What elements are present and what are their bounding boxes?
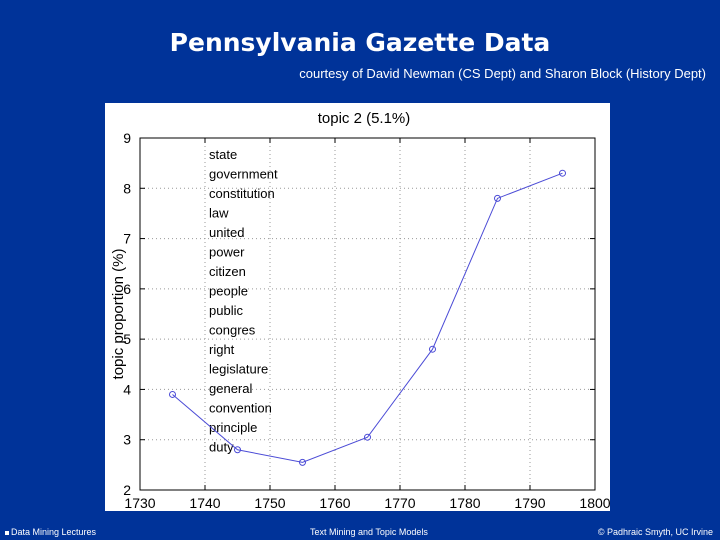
y-tick-label: 5 <box>123 331 131 347</box>
data-point <box>494 194 501 202</box>
chart-title: topic 2 (5.1%) <box>318 110 411 127</box>
topic-word: united <box>209 225 244 240</box>
x-tick-label: 1780 <box>449 495 480 511</box>
slide-subtitle: courtesy of David Newman (CS Dept) and S… <box>299 66 706 81</box>
x-tick-label: 1800 <box>579 495 610 511</box>
topic-word: constitution <box>209 186 275 201</box>
topic-word: congres <box>209 323 256 338</box>
topic-word: power <box>209 245 245 260</box>
topic-word: people <box>209 284 248 299</box>
topic-word: government <box>209 167 278 182</box>
y-tick-label: 7 <box>123 231 131 247</box>
y-tick-label: 9 <box>123 130 131 146</box>
line-chart: topic 2 (5.1%) 1730 1740 1750 1760 1770 1780 1… <box>110 110 610 511</box>
y-axis-title: topic proportion (%) <box>110 249 127 380</box>
footer-right: © Padhraic Smyth, UC Irvine <box>597 527 713 537</box>
y-tick-label: 8 <box>123 180 131 196</box>
y-tick-label: 6 <box>123 281 131 297</box>
topic-word: principle <box>209 420 257 435</box>
topic-word-list: state government constitution law united powe… <box>209 147 278 455</box>
series-polyline <box>172 172 563 463</box>
axis-ticks: 1730 1740 1750 1760 1770 1780 1790 1800 2 3 4 5 6 7 8 9 <box>123 130 610 511</box>
series-line <box>169 169 566 466</box>
topic-word: general <box>209 381 252 396</box>
topic-word: right <box>209 342 235 357</box>
topic-word: law <box>209 206 229 221</box>
footer-center: Text Mining and Topic Models <box>310 527 428 537</box>
y-tick-label: 2 <box>123 482 131 498</box>
topic-word: state <box>209 147 237 162</box>
topic-word: convention <box>209 401 272 416</box>
data-point <box>559 169 566 177</box>
x-tick-label: 1750 <box>254 495 285 511</box>
topic-word: public <box>209 303 243 318</box>
chart-panel: topic 2 (5.1%) 1730 1740 1750 1760 1770 1780 1… <box>105 103 610 511</box>
x-tick-label: 1740 <box>189 495 220 511</box>
footer-left: Data Mining Lectures <box>5 527 96 537</box>
plot-frame <box>139 137 596 491</box>
bullet-icon <box>5 530 9 535</box>
x-tick-label: 1770 <box>384 495 415 511</box>
x-tick-label: 1790 <box>514 495 545 511</box>
footer-left-text: Data Mining Lectures <box>11 527 97 537</box>
data-point <box>364 433 371 441</box>
y-tick-label: 4 <box>123 381 131 397</box>
data-point <box>429 345 436 353</box>
topic-word: duty <box>209 440 234 455</box>
x-tick-label: 1760 <box>319 495 350 511</box>
data-point <box>169 390 176 398</box>
slide-title: Pennsylvania Gazette Data <box>169 28 551 57</box>
data-point <box>234 446 241 454</box>
topic-word: citizen <box>209 264 246 279</box>
data-point <box>299 458 306 466</box>
grid-lines <box>140 138 595 490</box>
x-tick-label: 1730 <box>124 495 155 511</box>
topic-word: legislature <box>209 362 268 377</box>
y-tick-label: 3 <box>123 432 131 448</box>
